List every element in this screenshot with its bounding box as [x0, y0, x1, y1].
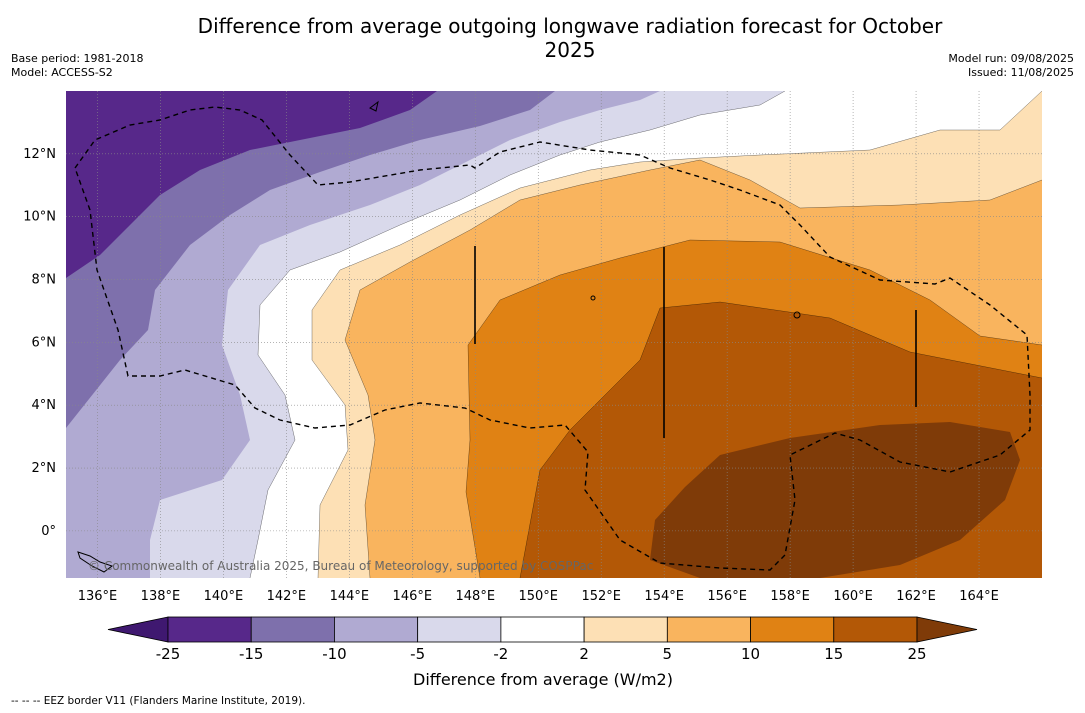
chart-title: Difference from average outgoing longwav… — [197, 14, 943, 62]
colorbar-segment — [500, 616, 585, 643]
model-name: Model: ACCESS-S2 — [11, 66, 113, 79]
colorbar-title: Difference from average (W/m2) — [413, 670, 673, 689]
colorbar-tick-label: 15 — [824, 645, 843, 663]
colorbar-tick-label: -2 — [493, 645, 508, 663]
contour-fill — [66, 91, 1042, 578]
y-tick-label: 2°N — [32, 461, 57, 476]
model-run-date: Model run: 09/08/2025 — [948, 52, 1074, 65]
y-tick-label: 0° — [41, 524, 56, 539]
graticule — [66, 91, 1042, 578]
x-tick-label: 140°E — [204, 589, 244, 604]
x-tick-label: 154°E — [644, 589, 684, 604]
x-tick-label: 144°E — [330, 589, 370, 604]
x-tick-label: 138°E — [141, 589, 181, 604]
colorbar-segment — [334, 616, 419, 643]
colorbar-extend-low — [107, 616, 169, 643]
run-info: Model run: 09/08/2025 Issued: 11/08/2025 — [948, 52, 1074, 80]
y-tick-label: 6°N — [32, 335, 57, 350]
y-tick-label: 4°N — [32, 398, 57, 413]
y-axis-ticks: 0° 2°N 4°N 6°N 8°N 10°N 12°N — [23, 147, 56, 539]
colorbar-tick-label: -15 — [239, 645, 264, 663]
colorbar-segment — [666, 616, 751, 643]
colorbar-tick-label: 5 — [663, 645, 673, 663]
colorbar-segment — [583, 616, 668, 643]
colorbar-segment — [250, 616, 335, 643]
x-tick-label: 162°E — [896, 589, 936, 604]
x-tick-label: 136°E — [78, 589, 118, 604]
x-tick-label: 142°E — [267, 589, 307, 604]
colorbar-tick-label: 25 — [907, 645, 926, 663]
colorbar-tick-label: 10 — [741, 645, 760, 663]
x-tick-label: 150°E — [518, 589, 558, 604]
colorbar-extend-high — [916, 616, 978, 643]
contour-lines — [249, 91, 1042, 578]
x-tick-label: 160°E — [833, 589, 873, 604]
footnote: -- -- -- EEZ border V11 (Flanders Marine… — [11, 695, 306, 707]
y-tick-label: 12°N — [23, 147, 56, 162]
colorbar-tick-label: -10 — [322, 645, 347, 663]
colorbar-tick-label: 2 — [579, 645, 589, 663]
y-tick-label: 8°N — [32, 273, 57, 288]
x-tick-label: 146°E — [393, 589, 433, 604]
band-above-25 — [650, 422, 1020, 578]
copyright-text: © Commonwealth of Australia 2025, Bureau… — [88, 559, 593, 573]
colorbar: -25 -15 -10 -5 -2 2 5 10 15 25 — [107, 616, 978, 663]
y-tick-label: 10°N — [23, 210, 56, 225]
colorbar-segment — [167, 616, 252, 643]
issued-date: Issued: 11/08/2025 — [967, 66, 1074, 79]
colorbar-tick-label: -25 — [156, 645, 181, 663]
colorbar-segment — [417, 616, 502, 643]
colorbar-segment — [750, 616, 835, 643]
colorbar-tick-label: -5 — [410, 645, 425, 663]
x-axis-ticks: 136°E 138°E 140°E 142°E 144°E 146°E 148°E 150°E… — [78, 589, 999, 604]
x-tick-label: 158°E — [770, 589, 810, 604]
x-tick-label: 152°E — [581, 589, 621, 604]
colorbar-segment — [833, 616, 918, 643]
x-tick-label: 148°E — [456, 589, 496, 604]
eez-border — [74, 100, 1031, 573]
x-tick-label: 156°E — [707, 589, 747, 604]
model-info: Base period: 1981-2018 Model: ACCESS-S2 — [11, 52, 143, 80]
base-period: Base period: 1981-2018 — [11, 52, 144, 65]
band-neg25-neg15 — [66, 91, 437, 278]
x-tick-label: 164°E — [959, 589, 999, 604]
